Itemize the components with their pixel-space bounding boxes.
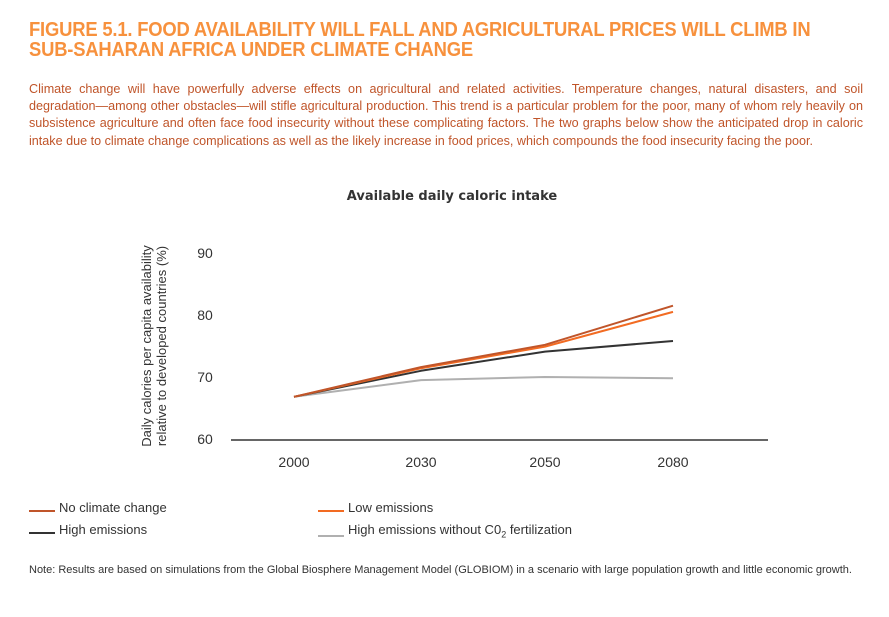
legend-label: Low emissions [348,500,434,515]
legend-swatch [29,532,55,534]
y-tick-label: 70 [197,369,213,385]
x-tick-label: 2030 [405,454,436,470]
figure-title-line-2: SUB-SAHARAN AFRICA UNDER CLIMATE CHANGE [29,39,473,61]
y-axis-label-line-2: relative to developed countries (%) [154,246,169,446]
legend-label-subscript: 2 [501,529,507,540]
y-tick-label: 90 [197,245,213,261]
series-line-no-climate-change [293,304,674,398]
y-axis-label-line-1: Daily calories per capita availability [139,245,154,447]
y-axis-ticks: 60 70 80 90 [197,245,213,447]
legend-label: No climate change [59,500,167,515]
y-tick-label: 80 [197,307,213,323]
legend-item-high-emissions-no-co2: High emissions without C02 fertilization [318,522,572,540]
figure-note: Note: Results are based on simulations f… [29,564,852,576]
series-line-high-emissions-without-c0-fertilization [293,376,674,398]
figure-title-line-1: FIGURE 5.1. FOOD AVAILABILITY WILL FALL … [29,19,811,41]
legend-item-low-emissions: Low emissions [318,500,433,515]
legend-label: High emissions [59,522,148,537]
legend-label-tail: fertilization [506,522,572,537]
legend-swatch [318,510,344,512]
x-tick-label: 2050 [529,454,560,470]
series-lines [293,304,674,398]
legend-swatch [318,534,344,537]
legend-item-high-emissions: High emissions [29,522,147,537]
y-tick-label: 60 [197,431,213,447]
x-axis-ticks: 2000 2030 2050 2080 [278,454,688,470]
chart-title: Available daily caloric intake [347,189,558,204]
legend-label: High emissions without C02 fertilization [348,522,572,540]
legend-label-main: High emissions without C0 [348,522,502,537]
legend-item-no-climate-change: No climate change [29,500,167,515]
x-tick-label: 2080 [657,454,688,470]
figure-title: FIGURE 5.1. FOOD AVAILABILITY WILL FALL … [29,19,811,61]
legend-swatch [29,510,55,512]
intro-paragraph: Climate change will have powerfully adve… [29,82,863,148]
series-line-high-emissions [293,340,674,398]
x-tick-label: 2000 [278,454,309,470]
